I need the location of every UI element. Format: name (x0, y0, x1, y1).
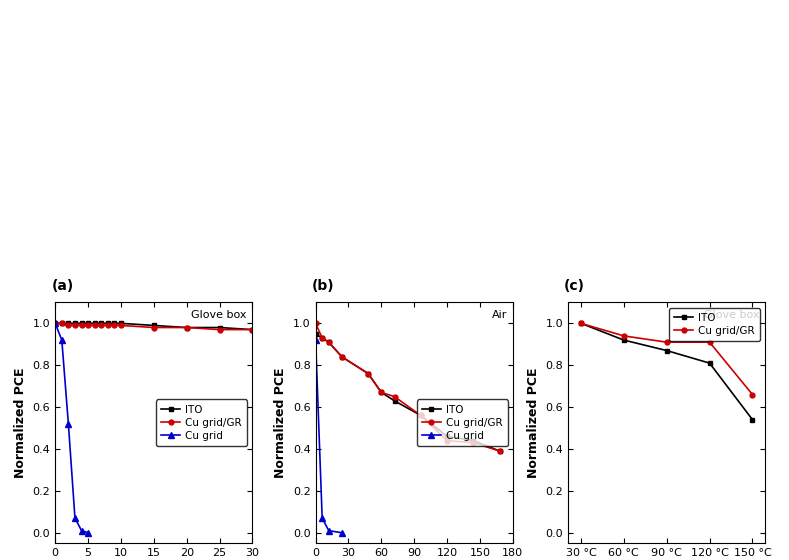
Text: (b): (b) (312, 279, 335, 293)
Line: Cu grid: Cu grid (52, 320, 91, 535)
ITO (748, 416, 757, 423)
Text: Glove box: Glove box (191, 310, 246, 320)
ITO (50, 320, 60, 326)
Cu grid/GR (103, 322, 113, 329)
Cu grid/GR (662, 339, 671, 346)
ITO (70, 320, 80, 326)
Cu grid/GR (182, 324, 192, 331)
Cu grid/GR (576, 320, 585, 326)
Cu grid/GR (364, 370, 373, 377)
ITO (317, 335, 327, 342)
Cu grid/GR (495, 447, 504, 454)
ITO (376, 389, 386, 396)
Cu grid/GR (149, 324, 159, 331)
Cu grid (317, 515, 327, 521)
Cu grid (311, 337, 320, 343)
ITO (576, 320, 585, 326)
Cu grid (64, 421, 73, 427)
Legend: ITO, Cu grid/GR, Cu grid: ITO, Cu grid/GR, Cu grid (156, 399, 247, 446)
ITO (96, 320, 106, 326)
Y-axis label: Normalized PCE: Normalized PCE (14, 367, 27, 478)
Cu grid/GR (215, 326, 224, 333)
Text: Glove box: Glove box (704, 310, 759, 320)
Legend: ITO, Cu grid/GR: ITO, Cu grid/GR (669, 307, 760, 341)
ITO (248, 326, 257, 333)
Cu grid (70, 515, 80, 521)
Line: Cu grid: Cu grid (312, 337, 345, 535)
ITO (149, 322, 159, 329)
ITO (116, 320, 125, 326)
Cu grid/GR (57, 320, 66, 326)
ITO (364, 370, 373, 377)
ITO (416, 412, 425, 419)
ITO (57, 320, 66, 326)
Cu grid/GR (110, 322, 119, 329)
ITO (215, 324, 224, 331)
Line: Cu grid/GR: Cu grid/GR (53, 321, 255, 332)
Cu grid/GR (443, 437, 452, 444)
Cu grid/GR (748, 391, 757, 398)
Text: (c): (c) (564, 279, 585, 293)
Cu grid/GR (376, 389, 386, 396)
ITO (110, 320, 119, 326)
Y-axis label: Normalized PCE: Normalized PCE (275, 367, 287, 478)
Cu grid/GR (311, 320, 320, 326)
Cu grid/GR (705, 339, 714, 346)
Line: ITO: ITO (53, 321, 255, 332)
Cu grid (57, 337, 66, 343)
ITO (390, 398, 399, 404)
Cu grid/GR (248, 326, 257, 333)
Cu grid/GR (390, 393, 399, 400)
Legend: ITO, Cu grid/GR, Cu grid: ITO, Cu grid/GR, Cu grid (417, 399, 507, 446)
Cu grid/GR (77, 322, 86, 329)
Text: (a): (a) (51, 279, 73, 293)
Line: Cu grid/GR: Cu grid/GR (313, 321, 502, 454)
ITO (662, 347, 671, 354)
ITO (182, 324, 192, 331)
ITO (619, 337, 629, 343)
Line: ITO: ITO (313, 332, 502, 454)
Cu grid (50, 320, 60, 326)
Line: Cu grid/GR: Cu grid/GR (578, 321, 755, 397)
Cu grid (84, 529, 93, 536)
Cu grid/GR (84, 322, 93, 329)
Cu grid (77, 528, 86, 534)
ITO (337, 353, 346, 360)
Cu grid/GR (317, 335, 327, 342)
ITO (103, 320, 113, 326)
Cu grid/GR (50, 320, 60, 326)
ITO (324, 339, 334, 346)
Cu grid/GR (116, 322, 125, 329)
ITO (311, 330, 320, 337)
Cu grid/GR (469, 440, 478, 446)
Cu grid (337, 529, 346, 536)
Cu grid/GR (90, 322, 99, 329)
ITO (443, 433, 452, 440)
Text: Air: Air (492, 310, 507, 320)
ITO (64, 320, 73, 326)
Cu grid/GR (64, 322, 73, 329)
Cu grid/GR (324, 339, 334, 346)
Y-axis label: Normalized PCE: Normalized PCE (527, 367, 540, 478)
ITO (90, 320, 99, 326)
Cu grid/GR (96, 322, 106, 329)
Cu grid/GR (70, 322, 80, 329)
Cu grid/GR (619, 333, 629, 339)
ITO (84, 320, 93, 326)
Cu grid/GR (337, 353, 346, 360)
ITO (495, 447, 504, 454)
ITO (469, 437, 478, 444)
ITO (77, 320, 86, 326)
Line: ITO: ITO (578, 321, 755, 422)
ITO (705, 360, 714, 366)
Cu grid (324, 528, 334, 534)
Cu grid/GR (416, 412, 425, 419)
